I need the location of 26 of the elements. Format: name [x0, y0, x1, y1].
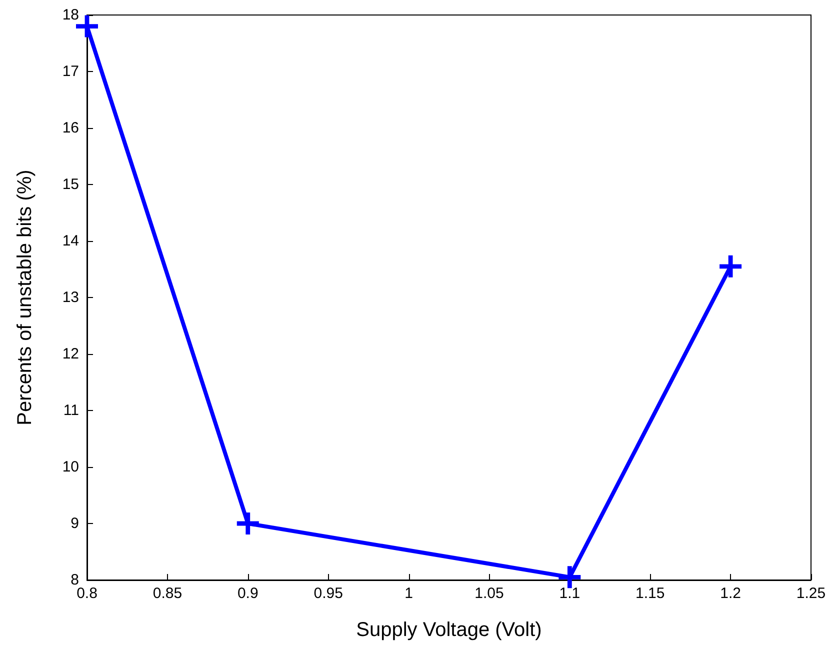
x-tick-label: 1.1 — [559, 585, 580, 602]
x-tick-label: 1 — [404, 585, 413, 602]
x-tick-label: 0.95 — [314, 585, 343, 602]
y-tick-label: 14 — [62, 232, 79, 250]
x-axis-title: Supply Voltage (Volt) — [356, 619, 542, 641]
y-tick-label: 13 — [62, 289, 79, 306]
y-tick-label: 11 — [63, 402, 79, 419]
x-tick-label: 1.25 — [796, 585, 826, 602]
y-tick-label: 8 — [70, 572, 79, 588]
y-tick-label: 9 — [70, 515, 79, 532]
x-tick-label: 0.9 — [237, 585, 258, 602]
x-tick-label: 1.05 — [474, 585, 504, 602]
point — [236, 512, 259, 534]
y-axis-title: Percents of unstable bits (%) — [14, 170, 36, 426]
y-tick-label: 12 — [62, 346, 79, 362]
x-tick-label: 0.8 — [76, 585, 98, 602]
y-tick-label: 10 — [62, 458, 79, 476]
point — [720, 255, 742, 278]
x-tick-label: 1.2 — [720, 585, 741, 602]
y-tick-label: 15 — [62, 176, 79, 193]
y-tick-label: 16 — [62, 120, 79, 136]
y-tick-label: 17 — [62, 63, 79, 80]
x-tick-label: 0.85 — [152, 585, 182, 602]
x-tick-label: 1.15 — [636, 585, 665, 602]
y-tick-label: 18 — [62, 6, 79, 24]
point — [558, 566, 581, 588]
